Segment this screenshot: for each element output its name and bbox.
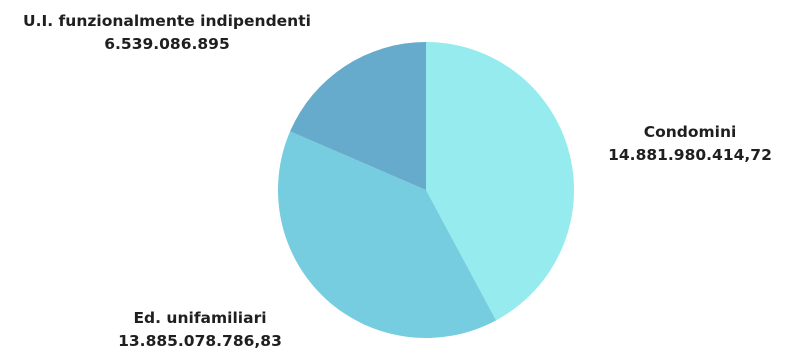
pie-slice-u-i-funzionalmente-indipendenti (290, 41, 426, 190)
pie-slice-condomini (426, 42, 575, 321)
slice-label-name: U.I. funzionalmente indipendenti (23, 12, 311, 30)
slice-label-condomini: Condomini 14.881.980.414,72 (590, 121, 790, 167)
slice-label-name: Condomini (643, 123, 737, 141)
slice-label-value: 13.885.078.786,83 (118, 332, 282, 350)
slice-label-value: 6.539.086.895 (104, 35, 230, 53)
slice-label-value: 14.881.980.414,72 (608, 146, 772, 164)
slice-label-ed-unifamiliari: Ed. unifamiliari 13.885.078.786,83 (95, 307, 305, 353)
slice-label-ui-funzionalmente-indipendenti: U.I. funzionalmente indipendenti 6.539.0… (2, 10, 332, 56)
pie-slice-ed-unifamiliari (277, 131, 497, 339)
slice-label-name: Ed. unifamiliari (133, 309, 267, 327)
pie-slices (277, 41, 575, 339)
